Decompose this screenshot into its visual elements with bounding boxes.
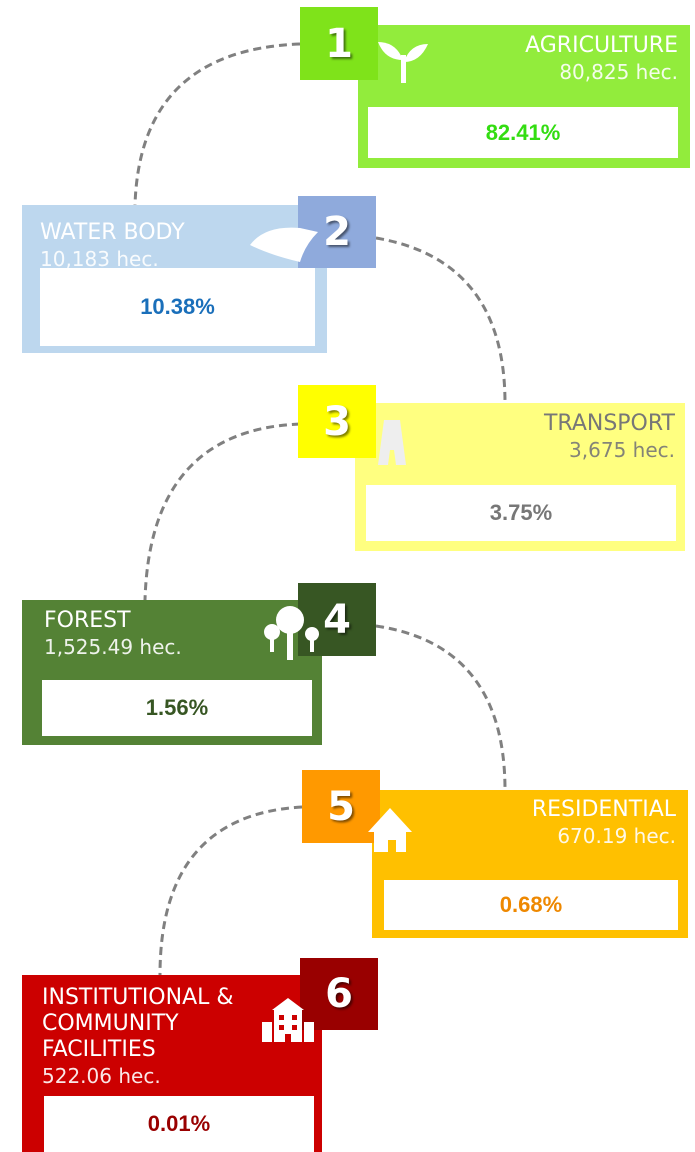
percent-label: 0.01%: [44, 1096, 314, 1152]
number-tab: 5: [302, 770, 380, 843]
category-label: TRANSPORT: [543, 411, 675, 436]
number-tab: 4: [298, 583, 376, 656]
category-label: AGRICULTURE: [525, 33, 678, 58]
category-label: INSTITUTIONAL & COMMUNITY FACILITIES: [42, 985, 234, 1062]
category-label: FOREST: [44, 608, 131, 633]
connector: [375, 236, 507, 404]
area-label: 522.06 hec.: [42, 1064, 161, 1088]
label-block: RESIDENTIAL 670.19 hec.: [430, 797, 676, 849]
percent-label: 10.38%: [40, 268, 315, 346]
percent-label: 3.75%: [366, 485, 676, 541]
label-block: FOREST 1,525.49 hec.: [44, 608, 264, 660]
number-tab: 6: [300, 958, 378, 1030]
number-tab: 2: [298, 196, 376, 268]
label-block: WATER BODY 10,183 hec.: [40, 220, 240, 272]
category-label: RESIDENTIAL: [531, 797, 676, 822]
area-label: 1,525.49 hec.: [44, 635, 182, 659]
area-label: 10,183 hec.: [40, 247, 159, 271]
number-tab: 1: [300, 7, 378, 80]
percent-label: 0.68%: [384, 880, 678, 930]
percent-label: 82.41%: [368, 107, 678, 158]
label-block: TRANSPORT 3,675 hec.: [420, 411, 675, 463]
number-tab: 3: [298, 385, 376, 458]
category-label: WATER BODY: [40, 220, 185, 245]
percent-label: 1.56%: [42, 680, 312, 736]
connector: [158, 805, 303, 976]
area-label: 3,675 hec.: [569, 438, 675, 462]
area-label: 670.19 hec.: [557, 824, 676, 848]
label-block: INSTITUTIONAL & COMMUNITY FACILITIES 522.…: [42, 985, 257, 1089]
connector: [375, 624, 507, 791]
connector: [133, 42, 301, 206]
connector: [143, 422, 301, 601]
label-block: AGRICULTURE 80,825 hec.: [420, 33, 678, 85]
area-label: 80,825 hec.: [559, 60, 678, 84]
